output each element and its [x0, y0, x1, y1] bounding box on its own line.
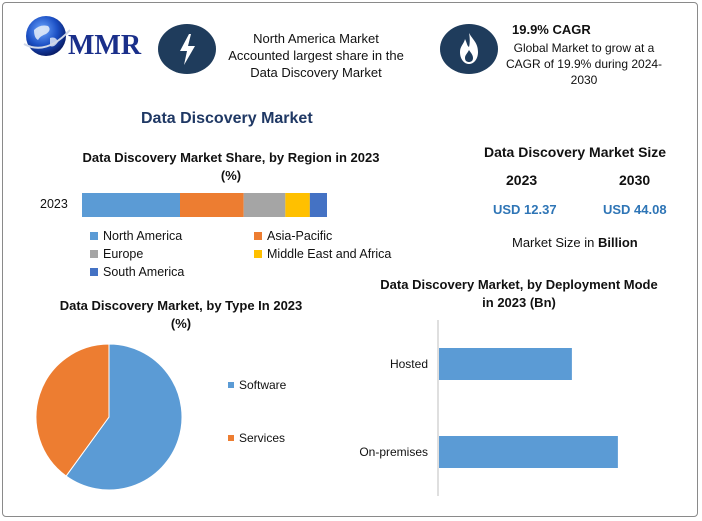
market-size-note-unit: Billion: [597, 235, 638, 250]
market-size-year-2: 2030: [619, 172, 651, 188]
market-size-year-1: 2023: [506, 172, 538, 188]
pie-slice-services: [35, 343, 110, 477]
info-card-2-text: Global Market to grow at a CAGR of 19.9%…: [505, 41, 663, 87]
region-bar-segment-asia-pacific: [180, 193, 244, 217]
legend-label: Asia-Pacific: [267, 229, 333, 243]
logo-text: MMR: [68, 30, 142, 61]
logo: MMR: [20, 10, 145, 62]
legend-swatch: [90, 268, 98, 276]
pie-legend-item-services: Services: [228, 431, 285, 445]
market-size-note-prefix: Market Size in: [512, 235, 598, 250]
region-chart-category-label: 2023: [40, 197, 68, 211]
legend-swatch: [90, 250, 98, 258]
region-bar-segment-middle-east-and-africa: [285, 193, 310, 217]
legend-label: South America: [103, 265, 185, 279]
deployment-tick-label-on-premises: On-premises: [359, 445, 428, 459]
region-legend-item-asia-pacific: Asia-Pacific: [254, 229, 332, 243]
info-card-1-badge: [158, 24, 216, 74]
legend-label: Europe: [103, 247, 144, 261]
flame-icon: [460, 33, 478, 64]
lightning-bolt-icon: [180, 34, 195, 65]
deployment-bar-on-premises: [439, 436, 618, 468]
type-chart-title: Data Discovery Market, by Type In 2023 (…: [59, 298, 303, 331]
deployment-tick-label-hosted: Hosted: [390, 357, 428, 371]
market-size-value-1: USD 12.37: [493, 202, 557, 217]
legend-swatch: [254, 232, 262, 240]
region-chart-title: Data Discovery Market Share, by Region i…: [82, 150, 380, 183]
legend-label: North America: [103, 229, 183, 243]
pie-legend-item-software: Software: [228, 378, 286, 392]
globe-icon: [23, 16, 71, 56]
type-pie-chart: [35, 343, 183, 491]
deployment-bar-hosted: [439, 348, 572, 380]
info-card-2-title: 19.9% CAGR: [512, 22, 591, 37]
market-size-title: Data Discovery Market Size: [484, 144, 667, 160]
info-card-1-text: North America Market Accounted largest s…: [228, 31, 404, 80]
legend-label: Software: [239, 378, 287, 392]
region-bar-segment-europe: [243, 193, 286, 217]
deployment-chart-title: Data Discovery Market, by Deployment Mod…: [380, 277, 658, 310]
region-bar-segment-south-america: [309, 193, 327, 217]
market-size-value-2: USD 44.08: [603, 202, 667, 217]
info-card-2-badge: [440, 24, 498, 74]
region-legend-item-south-america: South America: [90, 265, 184, 279]
region-legend-item-middle-east-and-africa: Middle East and Africa: [254, 247, 391, 261]
region-bar-segment-north-america: [82, 193, 180, 217]
region-stacked-bar: [82, 193, 327, 217]
page-title: Data Discovery Market: [141, 110, 313, 127]
legend-swatch: [254, 250, 262, 258]
legend-label: Services: [239, 431, 286, 445]
market-size-note: Market Size in Billion: [512, 235, 638, 250]
region-legend-item-north-america: North America: [90, 229, 182, 243]
deployment-bar-chart: Hosted On-premises: [359, 320, 618, 496]
region-legend-item-europe: Europe: [90, 247, 143, 261]
legend-swatch: [90, 232, 98, 240]
pie-slice-software: [65, 343, 183, 491]
legend-swatch: [228, 435, 234, 441]
legend-label: Middle East and Africa: [267, 247, 392, 261]
legend-swatch: [228, 382, 234, 388]
